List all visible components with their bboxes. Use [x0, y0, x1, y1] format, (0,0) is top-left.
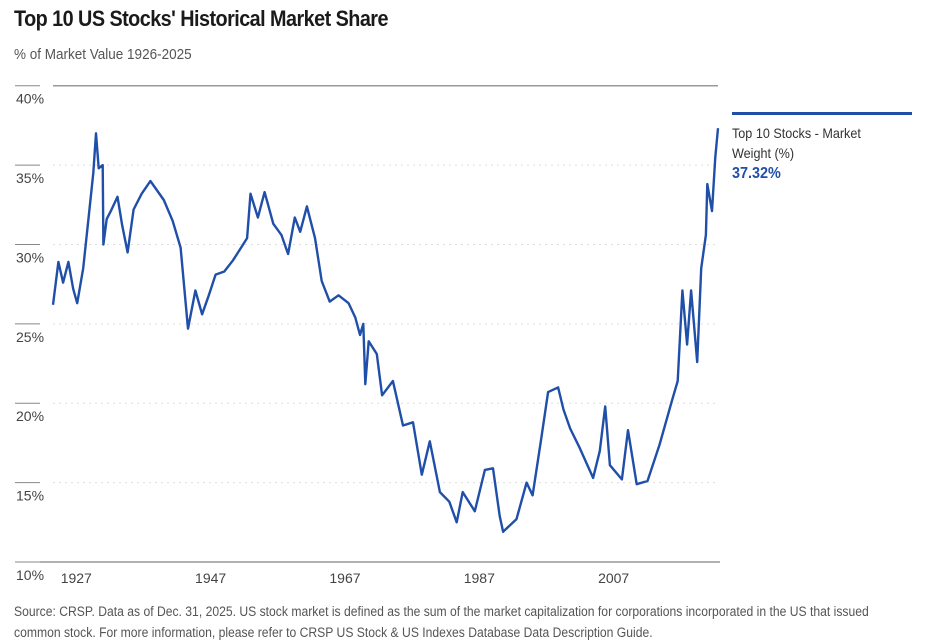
y-tick-label: 30% [16, 249, 44, 265]
y-tick-label: 10% [16, 567, 44, 583]
series-line-top10 [51, 128, 720, 533]
chart-title: Top 10 US Stocks' Historical Market Shar… [14, 6, 388, 31]
x-tick-label: 1987 [464, 570, 495, 586]
x-tick-label: 1967 [329, 570, 360, 586]
y-tick-label: 25% [16, 329, 44, 345]
source-note-line-1: Source: CRSP. Data as of Dec. 31, 2025. … [14, 604, 869, 619]
y-tick-label: 40% [16, 91, 44, 107]
last-value-label: 37.32% [732, 165, 781, 182]
x-tick-label: 2007 [598, 570, 629, 586]
legend: Top 10 Stocks - Market Weight (%) 37.32% [732, 112, 912, 183]
legend-swatch [732, 112, 912, 115]
source-note-line-2: common stock. For more information, plea… [14, 625, 653, 640]
x-tick-label: 1947 [195, 570, 226, 586]
source-note: Source: CRSP. Data as of Dec. 31, 2025. … [14, 601, 869, 643]
y-tick-label: 15% [16, 488, 44, 504]
chart-subtitle: % of Market Value 1926-2025 [14, 46, 192, 63]
y-tick-label: 20% [16, 408, 44, 424]
x-tick-label: 1927 [61, 570, 92, 586]
legend-label: Top 10 Stocks - Market Weight (%) [732, 125, 861, 161]
y-tick-label: 35% [16, 170, 44, 186]
